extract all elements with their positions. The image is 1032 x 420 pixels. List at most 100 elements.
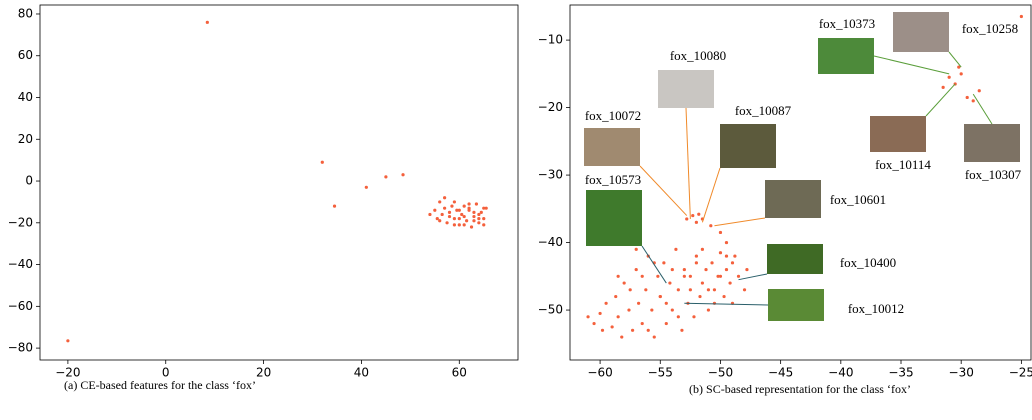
y-tick-label: 40 xyxy=(18,90,33,104)
annotation-label: fox_10114 xyxy=(875,157,931,172)
annotation-label: fox_10080 xyxy=(670,48,726,63)
point xyxy=(477,212,481,217)
annotation-image xyxy=(964,124,1020,162)
point xyxy=(652,335,656,339)
annotation-label: fox_10373 xyxy=(819,16,875,31)
annotation-line xyxy=(639,165,688,216)
point xyxy=(728,281,732,285)
chart: −60 −55 −50 −45 −40 −35 −30 −25 −10 −20 −30 −40 −50 f… xyxy=(538,4,1032,396)
point xyxy=(733,254,737,258)
point xyxy=(640,274,644,278)
point xyxy=(680,328,684,332)
point xyxy=(706,288,711,292)
point xyxy=(457,217,461,221)
point xyxy=(610,325,614,329)
point xyxy=(941,85,945,89)
annotation-label: fox_10601 xyxy=(830,192,886,207)
point xyxy=(706,308,711,312)
point xyxy=(630,328,635,332)
point xyxy=(438,200,442,204)
point xyxy=(614,294,618,299)
point xyxy=(460,212,464,217)
point xyxy=(469,225,474,229)
point xyxy=(971,99,975,103)
annotation-line xyxy=(701,167,721,223)
point xyxy=(384,175,388,179)
point xyxy=(472,219,476,223)
point xyxy=(694,254,698,258)
point xyxy=(622,281,626,285)
point xyxy=(709,224,713,228)
point xyxy=(477,221,481,225)
point xyxy=(947,75,951,79)
point xyxy=(658,294,662,299)
annotation-image xyxy=(658,70,714,108)
point xyxy=(628,288,632,292)
point xyxy=(428,212,432,217)
point xyxy=(710,261,714,265)
y-tick-label: 80 xyxy=(18,6,33,20)
x-tick-label: 60 xyxy=(452,366,467,380)
point xyxy=(676,288,680,292)
point xyxy=(718,230,723,235)
point xyxy=(445,221,449,225)
annotation-image xyxy=(767,244,823,274)
annotation-label: fox_10012 xyxy=(848,301,904,316)
point xyxy=(447,210,452,214)
point xyxy=(455,208,459,212)
annotation-image xyxy=(893,12,949,52)
point xyxy=(586,315,590,319)
point xyxy=(745,267,749,272)
x-tick-label: −35 xyxy=(888,366,913,380)
point xyxy=(616,274,620,278)
point xyxy=(438,219,442,223)
chart: −20 0 20 40 60 −80 −60 −40 −20 0 20 40 60 80 (a) CE-ba… xyxy=(8,4,519,392)
annotation-image xyxy=(818,38,874,74)
point xyxy=(401,173,405,177)
point xyxy=(479,210,483,214)
point xyxy=(668,281,672,285)
annotation-line xyxy=(685,107,691,219)
point xyxy=(452,223,456,227)
annotation-line xyxy=(641,245,667,284)
point xyxy=(742,288,747,292)
y-tick-label: −60 xyxy=(8,299,33,313)
annotation-image xyxy=(765,180,821,218)
point xyxy=(484,206,488,210)
point xyxy=(452,217,456,221)
x-tick-label: −20 xyxy=(55,366,80,380)
point xyxy=(694,261,698,265)
point xyxy=(482,217,486,221)
annotation-label: fox_10087 xyxy=(735,103,792,118)
point xyxy=(474,202,479,206)
point xyxy=(620,335,624,339)
point xyxy=(965,95,969,100)
y-tick-label: −20 xyxy=(538,100,563,114)
point xyxy=(694,220,698,224)
point xyxy=(724,254,729,258)
annotation-line xyxy=(972,93,993,125)
point xyxy=(637,301,641,305)
point xyxy=(457,208,461,212)
point xyxy=(718,274,723,278)
point xyxy=(465,219,469,223)
point xyxy=(634,267,638,272)
point xyxy=(440,212,444,217)
point xyxy=(730,261,735,265)
point xyxy=(664,301,668,305)
y-tick-label: −80 xyxy=(8,341,33,355)
point xyxy=(467,202,471,206)
point xyxy=(957,65,961,69)
annotation-label: fox_10072 xyxy=(585,108,641,123)
point xyxy=(604,301,608,305)
point xyxy=(736,274,741,278)
point xyxy=(724,267,729,272)
y-tick-label: −50 xyxy=(538,303,563,317)
point xyxy=(452,200,456,204)
point xyxy=(598,311,602,316)
point xyxy=(664,321,668,326)
point xyxy=(692,315,696,319)
point xyxy=(364,185,368,189)
point xyxy=(670,267,674,272)
point xyxy=(462,204,466,208)
